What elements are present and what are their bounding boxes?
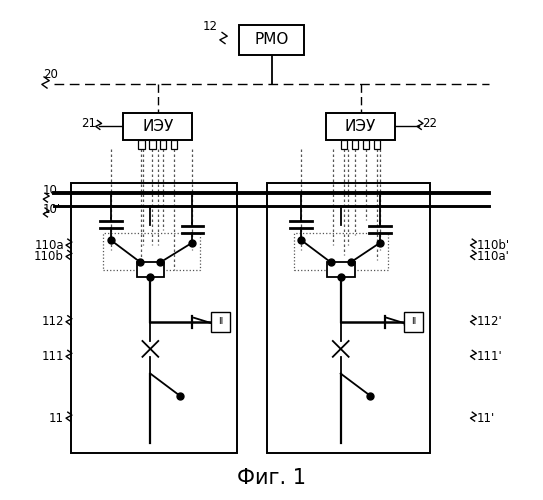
- Text: 10': 10': [43, 203, 61, 216]
- Bar: [103, 232, 200, 270]
- Text: 111: 111: [41, 350, 64, 363]
- Text: 11': 11': [477, 412, 495, 424]
- Text: 110b: 110b: [34, 250, 64, 263]
- Text: 12: 12: [203, 20, 218, 32]
- Bar: [136, 262, 164, 277]
- Text: Фиг. 1: Фиг. 1: [237, 468, 306, 488]
- Text: 21: 21: [81, 118, 96, 130]
- Text: 10: 10: [43, 184, 58, 197]
- Text: 110b': 110b': [477, 238, 510, 252]
- Text: 11: 11: [49, 412, 64, 424]
- Text: ИЭУ: ИЭУ: [345, 119, 376, 134]
- Bar: [149, 140, 155, 149]
- Bar: [211, 312, 230, 332]
- Bar: [239, 25, 304, 54]
- Text: II: II: [218, 317, 223, 326]
- Bar: [326, 113, 395, 140]
- Text: ИЭУ: ИЭУ: [142, 119, 173, 134]
- Bar: [267, 183, 430, 452]
- Bar: [123, 113, 192, 140]
- Text: 110a': 110a': [477, 250, 509, 263]
- Bar: [138, 140, 144, 149]
- Bar: [374, 140, 380, 149]
- Text: 112: 112: [41, 315, 64, 328]
- Bar: [352, 140, 358, 149]
- Bar: [403, 312, 424, 332]
- Text: 22: 22: [422, 118, 437, 130]
- Bar: [171, 140, 178, 149]
- Bar: [363, 140, 369, 149]
- Bar: [341, 140, 348, 149]
- Text: РМО: РМО: [254, 32, 289, 48]
- Text: II: II: [411, 317, 416, 326]
- Bar: [160, 140, 167, 149]
- Bar: [294, 232, 388, 270]
- Bar: [71, 183, 237, 452]
- Bar: [327, 262, 355, 277]
- Text: 112': 112': [477, 315, 502, 328]
- Text: 20: 20: [43, 68, 58, 81]
- Text: 110a: 110a: [34, 238, 64, 252]
- Text: 111': 111': [477, 350, 502, 363]
